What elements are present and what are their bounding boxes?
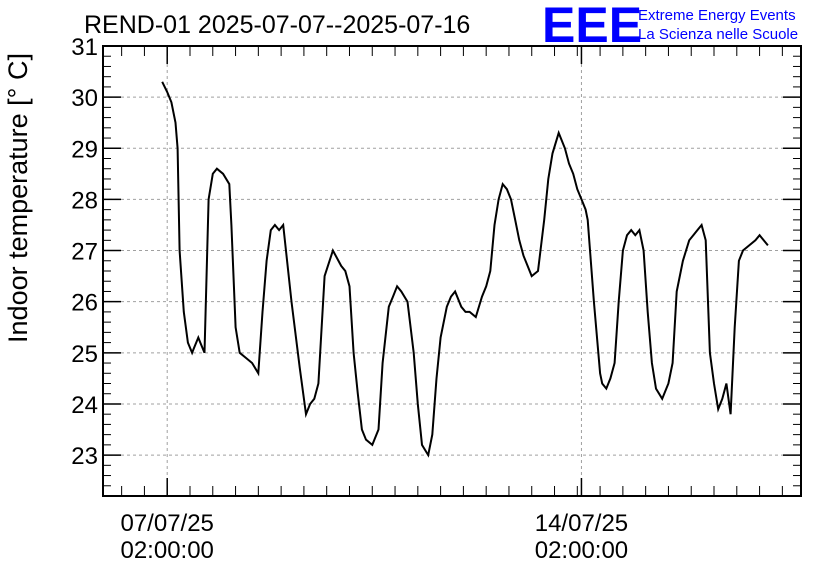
- logo-line-2: La Scienza nelle Scuole: [638, 26, 798, 43]
- x-tick-date-0: 07/07/25: [120, 510, 213, 537]
- minor-ticks: [103, 46, 801, 497]
- y-tick-label-25: 25: [71, 341, 98, 368]
- y-tick-label-23: 23: [71, 443, 98, 470]
- y-tick-label-27: 27: [71, 239, 98, 266]
- y-tick-label-26: 26: [71, 290, 98, 317]
- chart-title: REND-01 2025-07-07--2025-07-16: [84, 11, 470, 39]
- series-line-rend-01: [161, 81, 769, 458]
- plot-frame: [102, 45, 802, 497]
- y-tick-label-29: 29: [71, 136, 98, 163]
- x-tick-time-1: 02:00:00: [535, 537, 628, 564]
- x-tick-time-0: 02:00:00: [120, 537, 213, 564]
- y-tick-label-31: 31: [71, 34, 98, 61]
- y-tick-label-28: 28: [71, 187, 98, 214]
- x-tick-date-1: 14/07/25: [535, 510, 628, 537]
- y-ticks: 23 24 25 26 27 28 29 30 31: [71, 34, 801, 470]
- y-axis-label: Indoor temperature [° C]: [3, 53, 33, 343]
- logo-line-1: Extreme Energy Events: [638, 7, 796, 24]
- y-tick-label-30: 30: [71, 85, 98, 112]
- y-tick-label-24: 24: [71, 392, 98, 419]
- eee-logo: EEE Extreme Energy Events La Scienza nel…: [542, 0, 798, 53]
- logo-mark: EEE: [542, 0, 642, 53]
- grid-lines: [103, 46, 801, 496]
